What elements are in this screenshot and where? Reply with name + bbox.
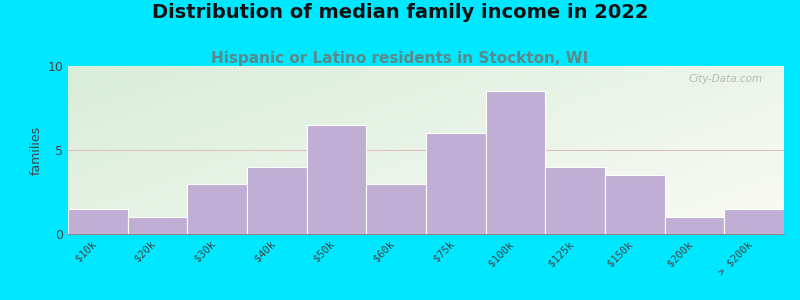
Text: Distribution of median family income in 2022: Distribution of median family income in …: [152, 3, 648, 22]
Bar: [128, 217, 187, 234]
Bar: [247, 167, 306, 234]
Bar: [605, 175, 665, 234]
Bar: [68, 209, 128, 234]
Y-axis label: families: families: [30, 125, 43, 175]
Text: City-Data.com: City-Data.com: [688, 74, 762, 84]
Bar: [546, 167, 605, 234]
Bar: [665, 217, 724, 234]
Bar: [187, 184, 247, 234]
Bar: [724, 209, 784, 234]
Bar: [426, 133, 486, 234]
Bar: [366, 184, 426, 234]
Bar: [306, 125, 366, 234]
Text: Hispanic or Latino residents in Stockton, WI: Hispanic or Latino residents in Stockton…: [211, 51, 589, 66]
Bar: [486, 91, 546, 234]
